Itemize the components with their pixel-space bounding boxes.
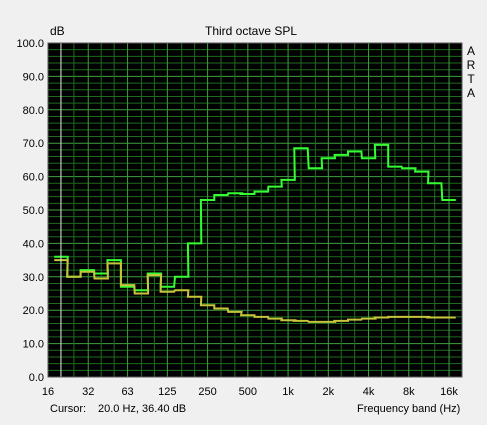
x-tick-label: 32 xyxy=(82,386,94,398)
grid-lines xyxy=(48,43,462,377)
x-tick-labels: 16 32 63 125 250 500 1k 2k 4k 8k 16k xyxy=(42,386,459,398)
series-line-2 xyxy=(54,259,456,323)
x-tick-label: 8k xyxy=(403,386,415,398)
x-tick-label: 4k xyxy=(363,386,375,398)
chart-title: Third octave SPL xyxy=(205,24,298,38)
y-axis-unit-label: dB xyxy=(50,24,65,38)
y-tick-label: 60.0 xyxy=(23,172,44,184)
x-tick-label: 2k xyxy=(323,386,335,398)
y-tick-label: 100.0 xyxy=(16,38,44,50)
arta-letter: A xyxy=(466,86,475,100)
y-tick-label: 40.0 xyxy=(23,238,44,250)
y-tick-label: 90.0 xyxy=(23,71,44,83)
y-tick-label: 0.0 xyxy=(29,372,44,384)
y-tick-labels: 0.0 10.0 20.0 30.0 40.0 50.0 60.0 70.0 80.0 90.0 1… xyxy=(16,38,44,384)
y-tick-label: 80.0 xyxy=(23,105,44,117)
y-tick-label: 20.0 xyxy=(23,305,44,317)
arta-letter: T xyxy=(467,72,475,86)
y-tick-label: 50.0 xyxy=(23,205,44,217)
x-tick-label: 500 xyxy=(239,386,257,398)
x-tick-label: 125 xyxy=(158,386,176,398)
x-tick-label: 250 xyxy=(198,386,216,398)
arta-letter: A xyxy=(466,44,475,58)
x-tick-label: 16 xyxy=(42,386,54,398)
x-tick-label: 63 xyxy=(121,386,133,398)
plot-border xyxy=(47,42,463,378)
x-tick-label: 16k xyxy=(440,386,458,398)
series-layer xyxy=(54,143,456,323)
cursor-readout-label: Cursor: xyxy=(50,403,87,415)
x-tick-label: 1k xyxy=(282,386,294,398)
x-axis-caption: Frequency band (Hz) xyxy=(357,403,461,415)
y-tick-label: 10.0 xyxy=(23,339,44,351)
y-tick-label: 70.0 xyxy=(23,138,44,150)
y-tick-label: 30.0 xyxy=(23,272,44,284)
cursor-readout-value: 20.0 Hz, 36.40 dB xyxy=(98,403,187,415)
arta-letter: R xyxy=(466,58,476,72)
arta-vertical-label: A R T A xyxy=(465,44,477,100)
